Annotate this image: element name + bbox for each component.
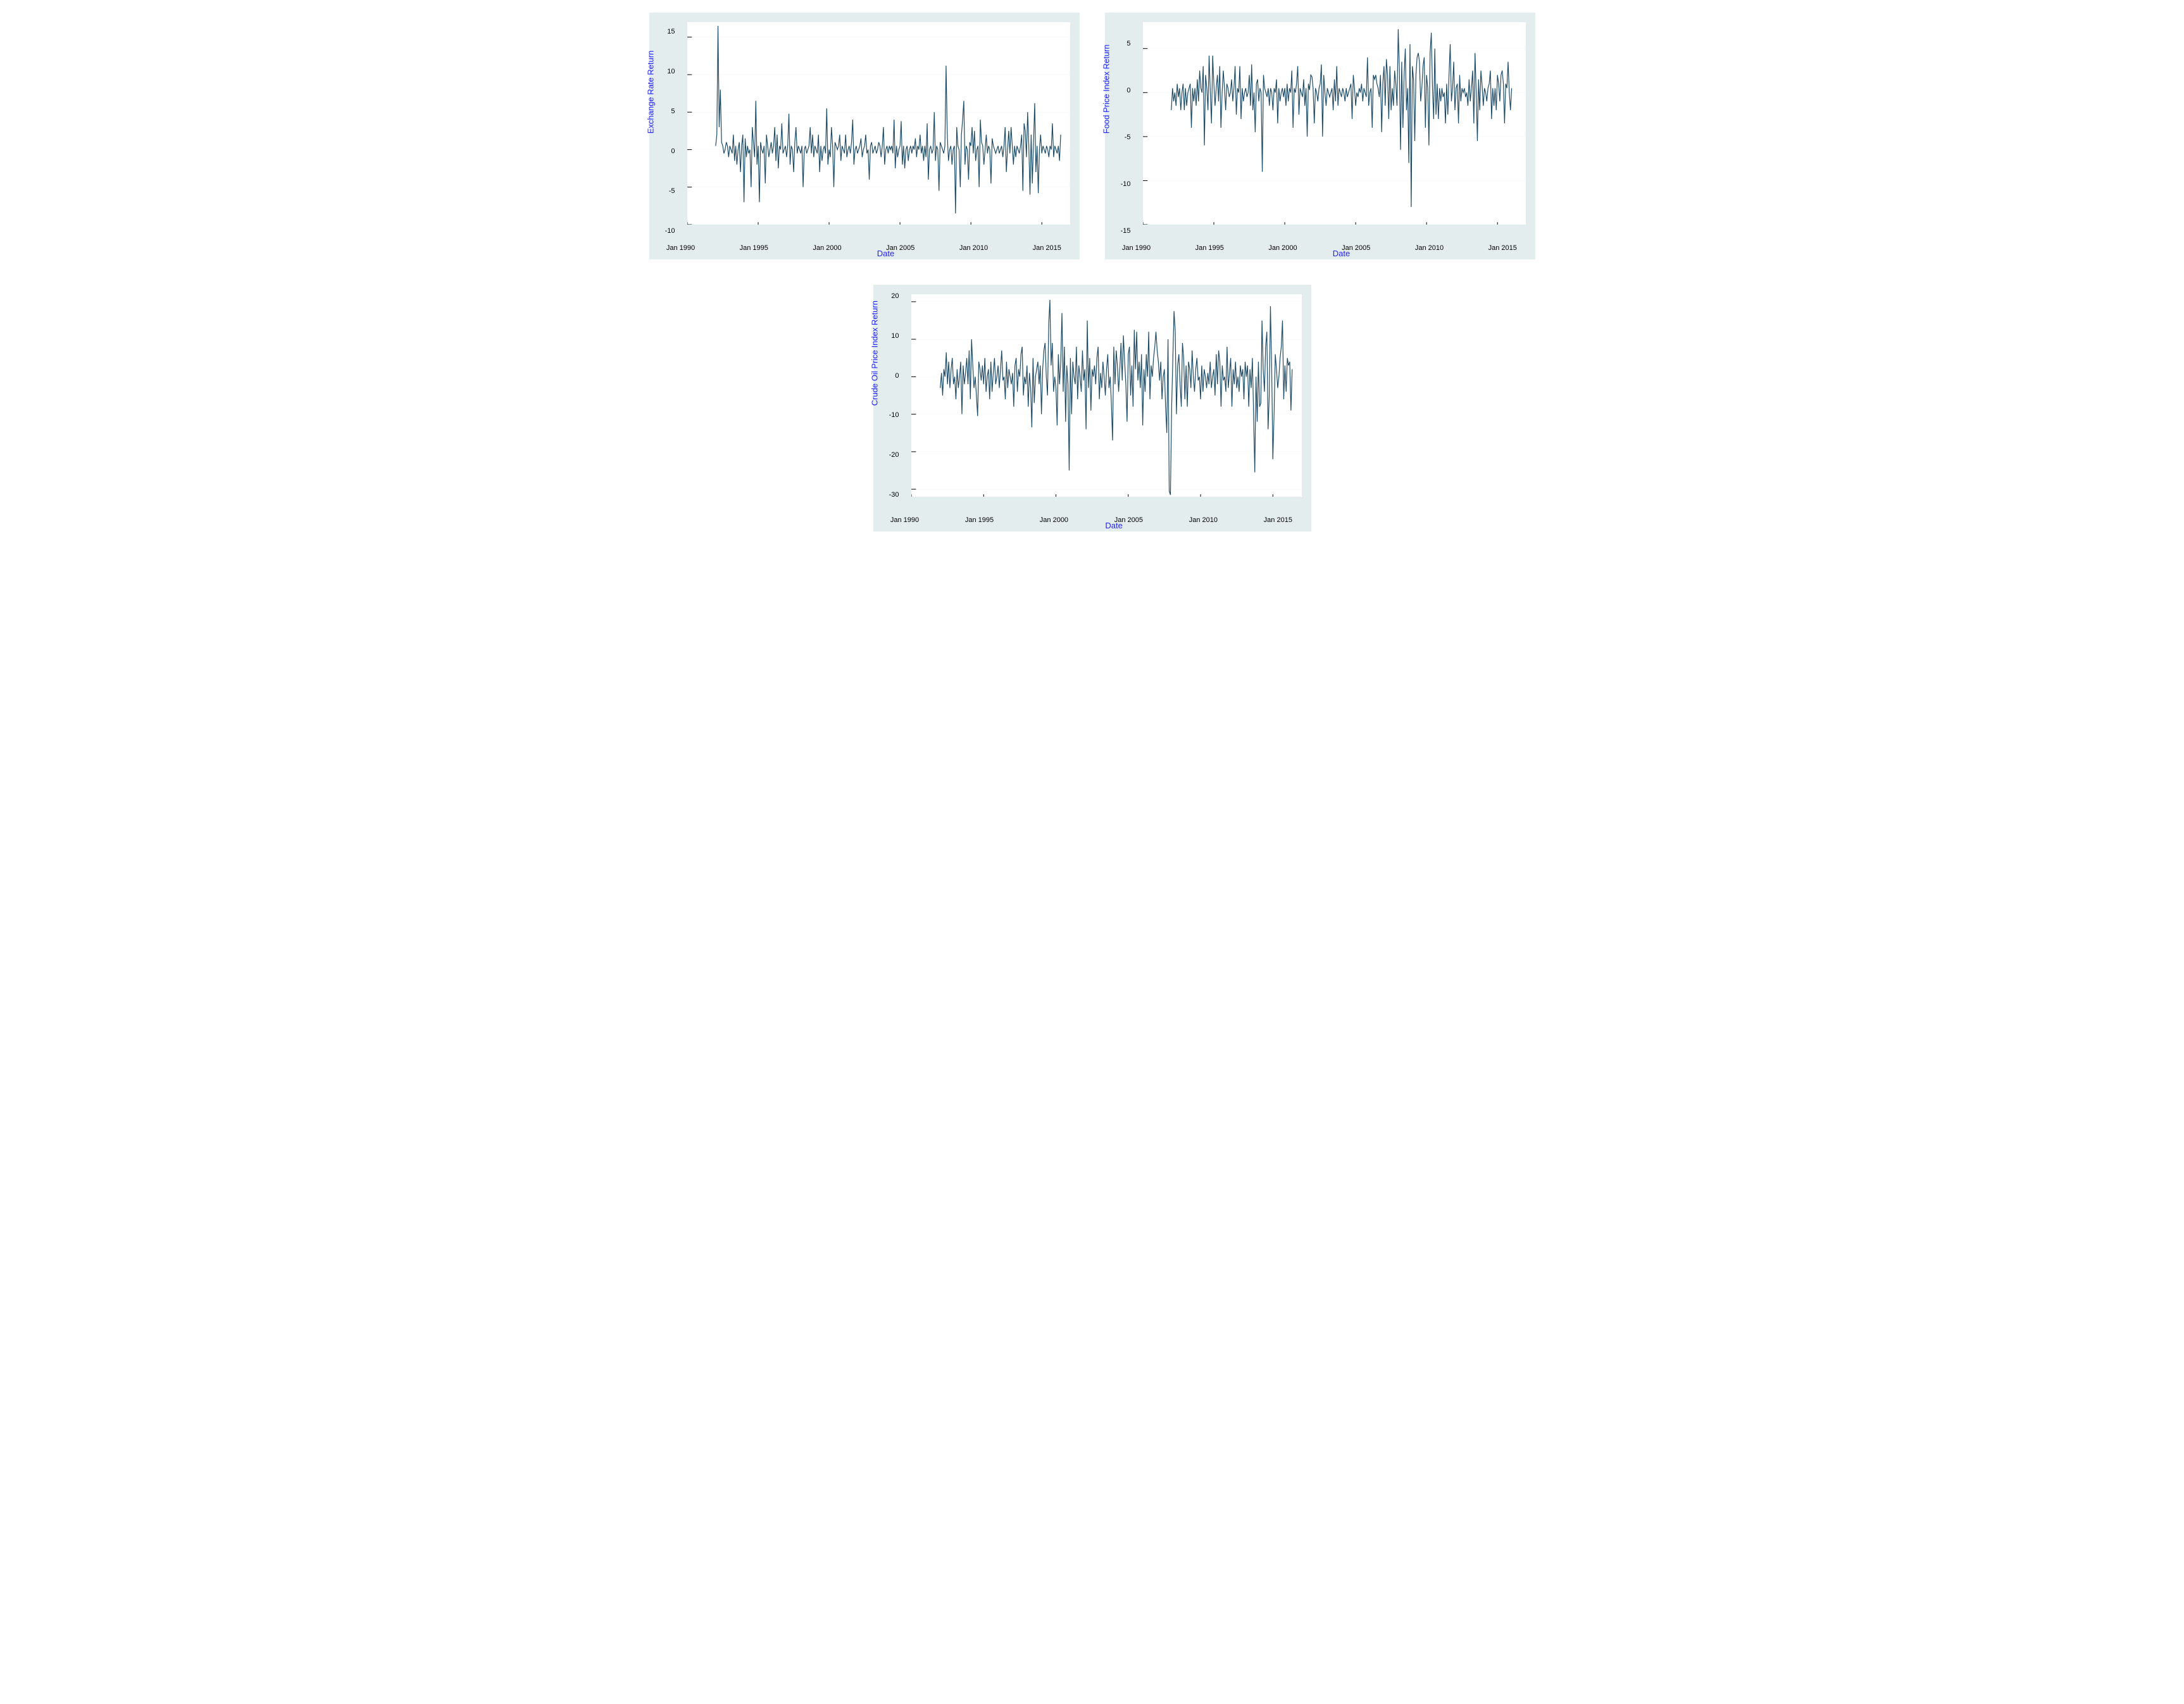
- ytick-label: -30: [889, 491, 899, 499]
- xtick-label: Jan 1990: [1122, 244, 1151, 252]
- plot-exchange: [687, 22, 1070, 225]
- chart-grid: Exchange Rate Return 151050-5-10 Jan 199…: [649, 13, 1535, 532]
- xtick-label: Jan 2000: [813, 244, 841, 252]
- xtick-label: Jan 2015: [1264, 516, 1292, 524]
- xlabel-food: Date: [1333, 249, 1350, 258]
- ytick-label: 10: [891, 332, 899, 340]
- xtick-label: Jan 2010: [1415, 244, 1444, 252]
- xtick-label: Jan 1990: [890, 516, 919, 524]
- ytick-label: -10: [1121, 180, 1131, 188]
- yticks-food: 50-5-10-15: [1105, 16, 1133, 231]
- ytick-label: -10: [889, 411, 899, 419]
- yticks-oil: 20 10 0 -10 -20 -30: [873, 288, 902, 503]
- ytick-label: -20: [889, 451, 899, 459]
- panel-food: Food Price Index Return 50-5-10-15 Jan 1…: [1105, 13, 1535, 259]
- xtick-label: Jan 1995: [965, 516, 994, 524]
- ytick-label: -5: [669, 187, 675, 195]
- ytick-label: 15: [667, 28, 675, 35]
- xtick-label: Jan 1995: [740, 244, 768, 252]
- xtick-label: Jan 2010: [1189, 516, 1218, 524]
- xtick-label: Jan 2000: [1268, 244, 1297, 252]
- ytick-label: 0: [1126, 87, 1130, 94]
- ytick-label: -10: [665, 227, 675, 235]
- ytick-label: 0: [671, 147, 675, 155]
- ytick-label: -5: [1125, 134, 1131, 141]
- xtick-label: Jan 1995: [1195, 244, 1224, 252]
- xtick-label: Jan 2015: [1488, 244, 1517, 252]
- ytick-label: 0: [895, 372, 899, 380]
- xtick-label: Jan 2000: [1040, 516, 1068, 524]
- ytick-label: 5: [671, 108, 675, 115]
- plot-food: [1143, 22, 1526, 225]
- xtick-label: Jan 1990: [666, 244, 695, 252]
- xlabel-exchange: Date: [877, 249, 894, 258]
- plot-oil: [911, 294, 1302, 497]
- ytick-label: 10: [667, 68, 675, 75]
- panel-oil: Crude Oil Price Index Return 20100-10-20…: [873, 285, 1311, 532]
- yticks-exchange: 151050-5-10: [649, 16, 678, 231]
- ytick-label: 5: [1126, 40, 1130, 47]
- xtick-label: Jan 2010: [959, 244, 988, 252]
- xtick-label: Jan 2015: [1033, 244, 1061, 252]
- xlabel-oil: Date: [1105, 521, 1122, 530]
- panel-exchange: Exchange Rate Return 151050-5-10 Jan 199…: [649, 13, 1080, 259]
- ytick-label: 20: [891, 292, 899, 300]
- ytick-label: -15: [1121, 227, 1131, 235]
